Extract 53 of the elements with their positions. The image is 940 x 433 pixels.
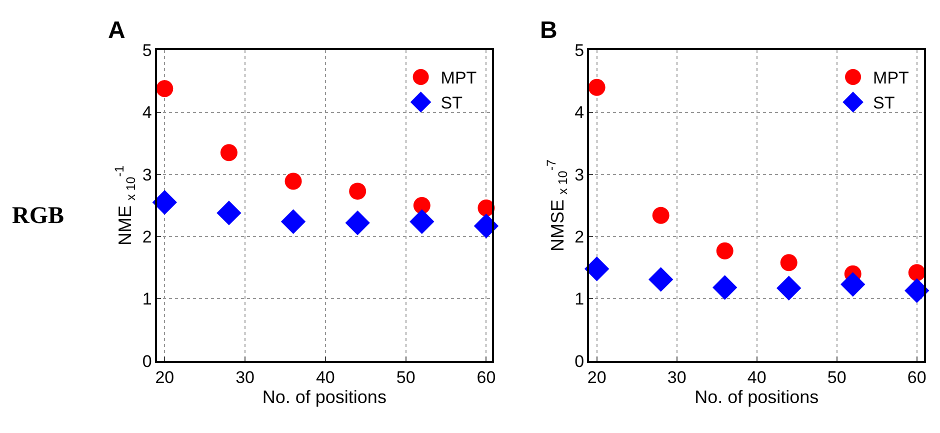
x-tick-label: 20 — [155, 368, 174, 387]
x-tick-label: 30 — [236, 368, 254, 387]
point — [413, 196, 430, 214]
point — [216, 200, 242, 226]
point — [908, 264, 926, 282]
y-tick-label: 5 — [574, 41, 584, 60]
legend-label: MPT — [873, 68, 909, 88]
point — [648, 267, 674, 292]
x-tick-label: 30 — [667, 368, 686, 387]
point — [152, 190, 177, 215]
point — [904, 278, 930, 303]
point — [588, 78, 606, 96]
legend-label: ST — [440, 94, 463, 113]
chart-title: B — [540, 17, 558, 44]
point — [349, 182, 366, 200]
text: RGB — [12, 203, 64, 229]
point — [345, 210, 370, 236]
point — [712, 275, 738, 300]
x-axis-title: No. of positions — [694, 387, 819, 407]
y-tick-label: 3 — [574, 165, 584, 184]
chart-title: A — [108, 17, 126, 44]
legend-label: ST — [873, 94, 895, 113]
point — [156, 80, 174, 98]
point — [840, 272, 866, 297]
y-tick-label: 5 — [142, 41, 152, 60]
y-tick-label: 0 — [574, 352, 584, 371]
y-tick-label: 4 — [574, 103, 584, 122]
y-tick-label: 0 — [142, 352, 152, 371]
point — [284, 172, 302, 190]
y-tick-label: 1 — [574, 290, 584, 309]
y-tick-label: 4 — [142, 103, 152, 122]
point — [652, 206, 670, 224]
x-tick-label: 20 — [587, 368, 606, 387]
x-tick-label: 40 — [316, 368, 335, 387]
point — [280, 209, 306, 234]
x-tick-label: 50 — [827, 368, 846, 387]
y-tick-label: 1 — [142, 290, 152, 309]
point — [776, 276, 802, 300]
y-tick-label: 2 — [574, 228, 584, 247]
x-tick-label: 50 — [396, 368, 416, 387]
point — [410, 209, 434, 234]
x-tick-label: 60 — [907, 368, 926, 387]
x-tick-label: 60 — [476, 368, 496, 387]
point — [716, 242, 734, 260]
point — [584, 256, 610, 282]
y-tick-label: 3 — [142, 165, 152, 184]
point — [220, 144, 238, 162]
point — [780, 254, 798, 272]
legend-label: MPT — [440, 68, 477, 88]
point — [474, 214, 499, 238]
x-tick-label: 40 — [747, 368, 766, 387]
y-tick-label: 2 — [142, 228, 152, 247]
x-axis-title: No. of positions — [262, 387, 386, 407]
